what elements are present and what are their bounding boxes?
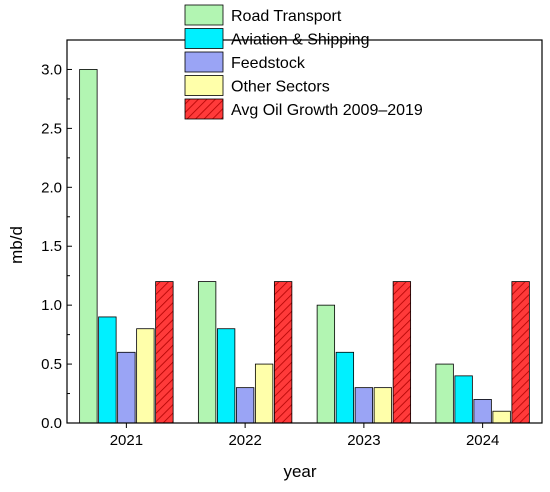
- bar-feedstock-2023: [354, 387, 374, 424]
- legend-label: Other Sectors: [231, 79, 330, 96]
- bar-other-sectors-2024: [492, 410, 511, 424]
- y-tick-label: 2.5: [41, 120, 62, 137]
- bar-other-sectors-2021: [136, 328, 155, 424]
- bar-aviation-shipping-2022: [216, 328, 236, 424]
- bar-feedstock-2022: [235, 387, 255, 424]
- x-tick-label: 2022: [228, 432, 261, 449]
- legend-label: Road Transport: [231, 8, 342, 25]
- bar-other-sectors-2023: [373, 387, 393, 424]
- bar-feedstock-2024: [473, 399, 492, 424]
- y-tick-label: 0.0: [41, 415, 62, 432]
- bar-road-transport-2024: [435, 363, 454, 424]
- y-tick-label: 3.0: [41, 61, 62, 78]
- y-axis-title: mb/d: [7, 226, 26, 264]
- bar-avg-oil-growth-2009-2019-2022: [273, 281, 293, 424]
- bar-road-transport-2021: [79, 69, 98, 424]
- plot-frame: [66, 39, 543, 424]
- bar-aviation-shipping-2021: [98, 316, 117, 424]
- legend-label: Avg Oil Growth 2009–2019: [231, 102, 423, 119]
- legend-swatch: [184, 28, 224, 49]
- axes: 0.0 0.5 1.0 1.5 2.0 2.5 3.0 2021 2022 2023 2024: [41, 61, 499, 449]
- legend-swatch: [184, 4, 224, 26]
- x-tick-label: 2021: [110, 432, 143, 449]
- bar-aviation-shipping-2024: [454, 375, 473, 424]
- legend-swatch: [184, 75, 224, 96]
- bar-road-transport-2023: [316, 304, 336, 424]
- bar-road-transport-2022: [197, 281, 217, 424]
- bar-aviation-shipping-2023: [335, 351, 355, 424]
- legend-swatch: [184, 98, 224, 120]
- bar-other-sectors-2022: [254, 363, 274, 424]
- plot-bars: [79, 69, 530, 424]
- x-tick-label: 2023: [347, 432, 380, 449]
- bar-avg-oil-growth-2009-2019-2024: [511, 281, 530, 424]
- y-tick-label: 1.5: [41, 238, 62, 255]
- legend-label: Aviation & Shipping: [231, 32, 369, 49]
- bar-avg-oil-growth-2009-2019-2023: [392, 281, 412, 424]
- legend-swatch: [184, 51, 224, 73]
- x-tick-label: 2024: [466, 432, 499, 449]
- legend-label: Feedstock: [231, 55, 306, 72]
- legend: Road Transport Aviation & Shipping Feedsto…: [184, 4, 423, 120]
- x-axis-title: year: [283, 462, 316, 481]
- bar-feedstock-2021: [117, 351, 136, 424]
- y-tick-label: 1.0: [41, 297, 62, 314]
- y-tick-label: 0.5: [41, 356, 62, 373]
- y-tick-label: 2.0: [41, 179, 62, 196]
- bar-avg-oil-growth-2009-2019-2021: [155, 281, 174, 424]
